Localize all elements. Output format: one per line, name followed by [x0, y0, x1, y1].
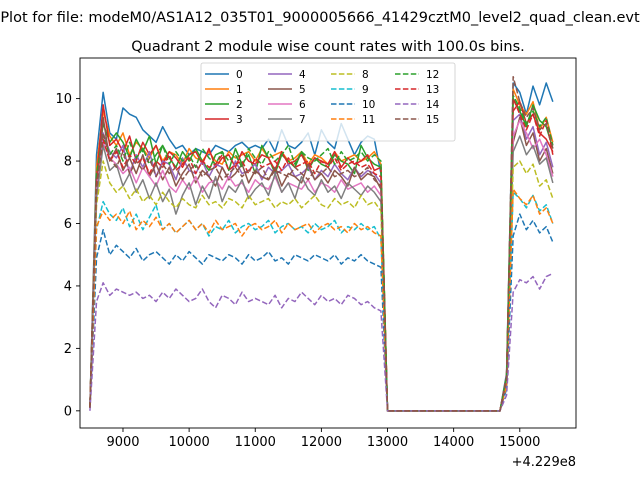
y-tick-label: 6: [64, 217, 72, 232]
axes-frame: [79, 57, 577, 429]
legend-label-10: 10: [362, 99, 375, 111]
y-tick-label: 2: [64, 342, 72, 357]
series-lines: [89, 75, 554, 412]
legend-label-5: 5: [299, 84, 306, 96]
legend-label-9: 9: [362, 84, 369, 96]
y-tick-label: 10: [55, 92, 72, 107]
x-axis: 9000 10000 11000 12000 13000 14000 15000: [106, 428, 540, 450]
legend-label-4: 4: [299, 69, 306, 81]
legend-label-12: 12: [426, 69, 439, 81]
legend-label-15: 15: [426, 114, 439, 126]
legend-label-6: 6: [299, 99, 306, 111]
x-tick-label: 15000: [499, 435, 540, 450]
x-tick-label: 10000: [168, 435, 209, 450]
x-tick-label: 12000: [301, 435, 342, 450]
legend-label-2: 2: [236, 99, 243, 111]
legend-label-14: 14: [426, 99, 440, 111]
chart-title: Quadrant 2 module wise count rates with …: [131, 39, 525, 55]
y-tick-label: 8: [64, 155, 72, 170]
x-axis-offset-label: +4.229e8: [512, 455, 576, 470]
x-tick-label: 11000: [235, 435, 276, 450]
legend-label-8: 8: [362, 69, 369, 81]
legend-label-0: 0: [236, 69, 243, 81]
legend-label-1: 1: [236, 84, 243, 96]
legend-label-13: 13: [426, 84, 439, 96]
series-line-8: [89, 160, 554, 412]
series-line-15: [89, 75, 554, 412]
y-tick-label: 4: [64, 279, 72, 294]
legend-label-7: 7: [299, 114, 306, 126]
y-axis: 0 2 4 6 8 10: [55, 92, 80, 419]
legend-label-11: 11: [362, 114, 375, 126]
legend-label-3: 3: [236, 114, 243, 126]
x-tick-label: 13000: [367, 435, 408, 450]
legend-frame: [200, 62, 456, 142]
x-tick-label: 9000: [106, 435, 139, 450]
figure-suptitle: Plot for file: modeM0/AS1A12_035T01_9000…: [0, 10, 640, 26]
x-tick-label: 14000: [433, 435, 474, 450]
y-tick-label: 0: [64, 404, 72, 419]
